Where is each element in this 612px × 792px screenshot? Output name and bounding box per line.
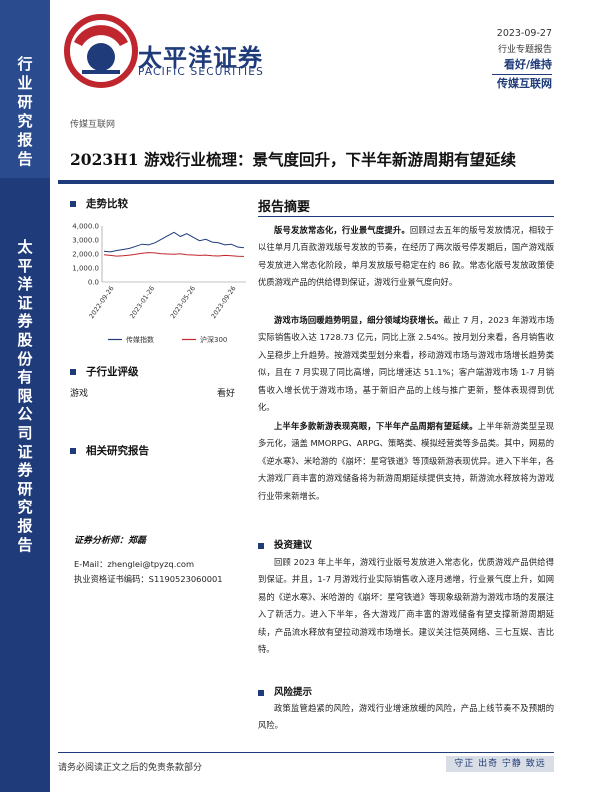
paragraph-2-body: 截止 7 月，2023 年游戏市场实际销售收入达 1728.73 亿元，同比上涨… xyxy=(258,315,554,413)
bullet-square-icon xyxy=(70,369,76,375)
series-line-media-index xyxy=(103,231,245,253)
sidebar-char: 究 xyxy=(17,498,33,517)
footer-disclaimer: 请务必阅读正文之后的免责条款部分 xyxy=(58,763,203,773)
paragraph-3-lead: 上半年多款新游表现亮眼，下半年产品周期有望延续。 xyxy=(274,421,478,431)
brand-name-cn: 太平洋证券 xyxy=(138,44,263,72)
sidebar-char: 太 xyxy=(17,238,33,256)
abstract-paragraph-2: 游戏市场回暖趋势明显，细分领域均获增长。截止 7 月，2023 年游戏市场实际销… xyxy=(258,312,554,416)
sidebar-char: 公 xyxy=(17,405,33,424)
analyst-email: E-Mail：zhenglei@tpyzq.com xyxy=(74,559,195,569)
footer-divider xyxy=(58,752,554,753)
sidebar-char: 报 xyxy=(17,516,33,535)
sidebar-char: 平 xyxy=(17,256,33,275)
investment-paragraph: 回顾 2023 年上半年，游戏行业版号发放进入常态化，优质游戏产品供给得到保证。… xyxy=(258,557,554,655)
sidebar-char: 份 xyxy=(17,349,33,368)
risk-paragraph: 政策监管趋紧的风险，游戏行业增速放缓的风险，产品上线节奏不及预期的风险。 xyxy=(258,703,554,731)
y-tick-label: 1,000.0 xyxy=(72,265,99,273)
x-tick-label: 2023-01-26 xyxy=(128,285,156,321)
sidebar-char: 研 xyxy=(17,93,33,111)
bullet-square-icon xyxy=(70,448,76,454)
industry-rating: 看好/维持 xyxy=(492,56,552,75)
sidebar-char: 证 xyxy=(17,442,33,461)
bullet-square-icon xyxy=(258,689,264,696)
brand-name-en: PACIFIC SECURITIES xyxy=(138,66,265,78)
x-tick-label: 2023-05-26 xyxy=(169,285,197,321)
x-tick-label: 2023-09-26 xyxy=(209,285,237,321)
sidebar-report-type: 行业研究报告 xyxy=(0,55,50,169)
sidebar-char: 证 xyxy=(17,293,33,312)
sidebar-company-name: 太平洋证券股份有限公司证券研究报告 xyxy=(0,238,50,554)
y-tick-label: 0.0 xyxy=(88,279,99,287)
legend-label: 沪深300 xyxy=(200,335,227,344)
header-industry: 传媒互联网 xyxy=(497,77,552,90)
bullet-square-icon xyxy=(70,201,76,207)
related-reports-heading: 相关研究报告 xyxy=(70,443,149,458)
sidebar-char: 限 xyxy=(17,386,33,405)
sidebar-char: 报 xyxy=(17,131,33,149)
series-line-csi300 xyxy=(103,252,245,257)
y-tick-label: 4,000.0 xyxy=(72,223,99,231)
bullet-square-icon xyxy=(258,542,264,549)
sidebar-char: 行 xyxy=(17,55,33,73)
abstract-title: 报告摘要 xyxy=(258,200,311,215)
y-tick-label: 2,000.0 xyxy=(72,251,99,259)
paragraph-3-body: 上半年新游类型呈现多元化，涵盖 MMORPG、ARPG、策略类、模拟经营类等多品… xyxy=(258,421,554,501)
industry-label: 传媒互联网 xyxy=(70,120,116,130)
report-date: 2023-09-27 xyxy=(496,28,552,39)
trend-heading: 走势比较 xyxy=(70,196,128,211)
page-title: 2023H1 游戏行业梳理：景气度回升，下半年新游周期有望延续 xyxy=(70,150,516,169)
sidebar-char: 究 xyxy=(17,112,33,130)
sidebar-char: 司 xyxy=(17,423,33,442)
sidebar-char: 券 xyxy=(17,312,33,331)
paragraph-2-lead: 游戏市场回暖趋势明显，细分领域均获增长。 xyxy=(274,315,444,325)
abstract-paragraph-1: 版号发放常态化，行业景气度提升。回顾过去五年的版号发放情况，相较于以往单月几百款… xyxy=(258,222,554,292)
abstract-divider xyxy=(258,216,554,217)
paragraph-1-lead: 版号发放常态化，行业景气度提升。 xyxy=(274,225,410,235)
trend-chart: 4,000.0 3,000.0 2,000.0 1,000.0 0.02022-09-2… xyxy=(72,223,246,344)
sidebar-top-block xyxy=(0,0,50,178)
sidebar-char: 告 xyxy=(17,535,33,554)
paragraph-1-body: 回顾过去五年的版号发放情况，相较于以往单月几百款游戏版号发放的节奏，在经历了两次… xyxy=(258,225,554,288)
sidebar-char: 研 xyxy=(17,479,33,498)
sidebar-char: 券 xyxy=(17,461,33,480)
pacific-securities-logo-icon xyxy=(64,14,138,88)
x-tick-label: 2022-09-26 xyxy=(87,285,115,321)
sub-industry-rating: 看好 xyxy=(216,389,235,399)
sidebar-char: 洋 xyxy=(17,275,33,294)
investment-heading: 投资建议 xyxy=(258,537,312,551)
sub-industry-row: 游戏 看好 xyxy=(70,386,235,399)
legend-label: 传媒指数 xyxy=(126,335,154,344)
y-tick-label: 3,000.0 xyxy=(72,237,99,245)
risk-heading: 风险提示 xyxy=(258,684,312,698)
sub-industry-name: 游戏 xyxy=(70,389,89,399)
sidebar-char: 告 xyxy=(17,150,33,168)
abstract-paragraph-3: 上半年多款新游表现亮眼，下半年产品周期有望延续。上半年新游类型呈现多元化，涵盖 … xyxy=(258,418,554,505)
title-divider xyxy=(58,180,554,184)
report-kind: 行业专题报告 xyxy=(497,45,552,55)
footer-motto: 守正 出奇 宁静 致远 xyxy=(446,756,554,772)
sub-industry-heading: 子行业评级 xyxy=(70,364,139,379)
analyst-certificate: 执业资格证书编码：S1190523060001 xyxy=(74,574,223,584)
analyst-name: 证券分析师：郑磊 xyxy=(74,536,147,546)
sidebar-char: 业 xyxy=(17,74,33,92)
sidebar-char: 有 xyxy=(17,368,33,387)
sidebar-char: 股 xyxy=(17,330,33,349)
